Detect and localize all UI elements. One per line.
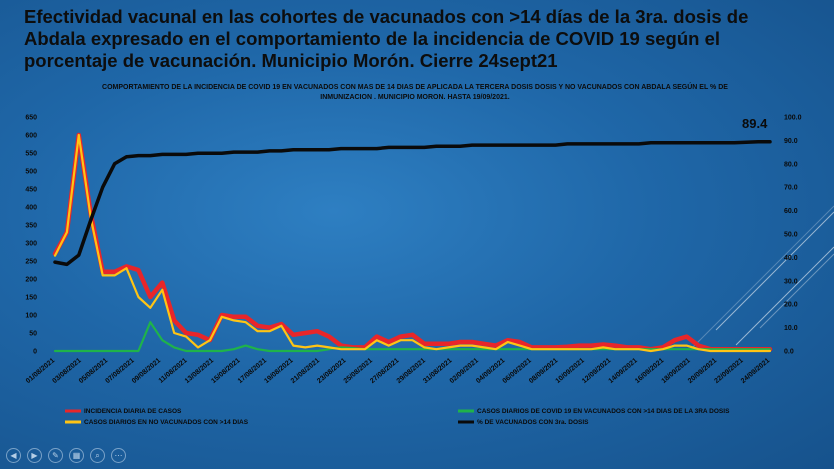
legend-label: CASOS DIARIOS EN NO VACUNADOS CON >14 DI… xyxy=(84,419,249,426)
next-slide-button[interactable]: ▶ xyxy=(27,448,42,463)
y2-tick-label: 70.0 xyxy=(784,185,798,192)
y-tick-label: 350 xyxy=(25,223,37,230)
y-tick-label: 150 xyxy=(25,295,37,302)
y2-tick-label: 100.0 xyxy=(784,115,802,122)
chart-title: COMPORTAMIENTO DE LA INCIDENCIA DE COVID… xyxy=(102,84,728,101)
y2-tick-label: 50.0 xyxy=(784,232,798,239)
series-line-1 xyxy=(53,321,772,353)
more-options-button[interactable]: ⋯ xyxy=(111,448,126,463)
y-tick-label: 550 xyxy=(25,151,37,158)
y-tick-label: 250 xyxy=(25,259,37,266)
y2-tick-label: 20.0 xyxy=(784,302,798,309)
y-tick-label: 50 xyxy=(29,331,37,338)
slide-title: Efectividad vacunal en las cohortes de v… xyxy=(24,6,749,71)
y-tick-label: 300 xyxy=(25,241,37,248)
zoom-button[interactable]: ⌕ xyxy=(90,448,105,463)
see-all-slides-button[interactable]: ▦ xyxy=(69,448,84,463)
series-line-0 xyxy=(52,132,773,352)
y2-tick-label: 10.0 xyxy=(784,325,798,332)
y-tick-label: 450 xyxy=(25,187,37,194)
y-tick-label: 200 xyxy=(25,277,37,284)
y2-tick-label: 0.0 xyxy=(784,349,794,356)
y-tick-label: 600 xyxy=(25,133,37,140)
legend-label: % DE VACUNADOS CON 3ra. DOSIS xyxy=(477,419,589,426)
y-tick-label: 650 xyxy=(25,115,37,122)
y-tick-label: 0 xyxy=(33,349,37,356)
previous-slide-button[interactable]: ◀ xyxy=(6,448,21,463)
legend-label: CASOS DIARIOS DE COVID 19 EN VACUNADOS C… xyxy=(477,408,730,415)
y2-tick-label: 60.0 xyxy=(784,208,798,215)
y-tick-label: 100 xyxy=(25,313,37,320)
annotation-label: 89.4 xyxy=(742,116,768,131)
y2-tick-label: 30.0 xyxy=(784,278,798,285)
pen-tool-button[interactable]: ✎ xyxy=(48,448,63,463)
y2-tick-label: 90.0 xyxy=(784,138,798,145)
y2-tick-label: 80.0 xyxy=(784,161,798,168)
y2-tick-label: 40.0 xyxy=(784,255,798,262)
legend-label: INCIDENCIA DIARIA DE CASOS xyxy=(84,408,182,415)
series-line-2 xyxy=(53,133,772,353)
y-tick-label: 400 xyxy=(25,205,37,212)
slideshow-nav-bar: ◀ ▶ ✎ ▦ ⌕ ⋯ xyxy=(6,448,126,463)
x-tick-label: 24/09/2021 xyxy=(740,357,771,385)
y-tick-label: 500 xyxy=(25,169,37,176)
series-line-3 xyxy=(53,140,772,267)
